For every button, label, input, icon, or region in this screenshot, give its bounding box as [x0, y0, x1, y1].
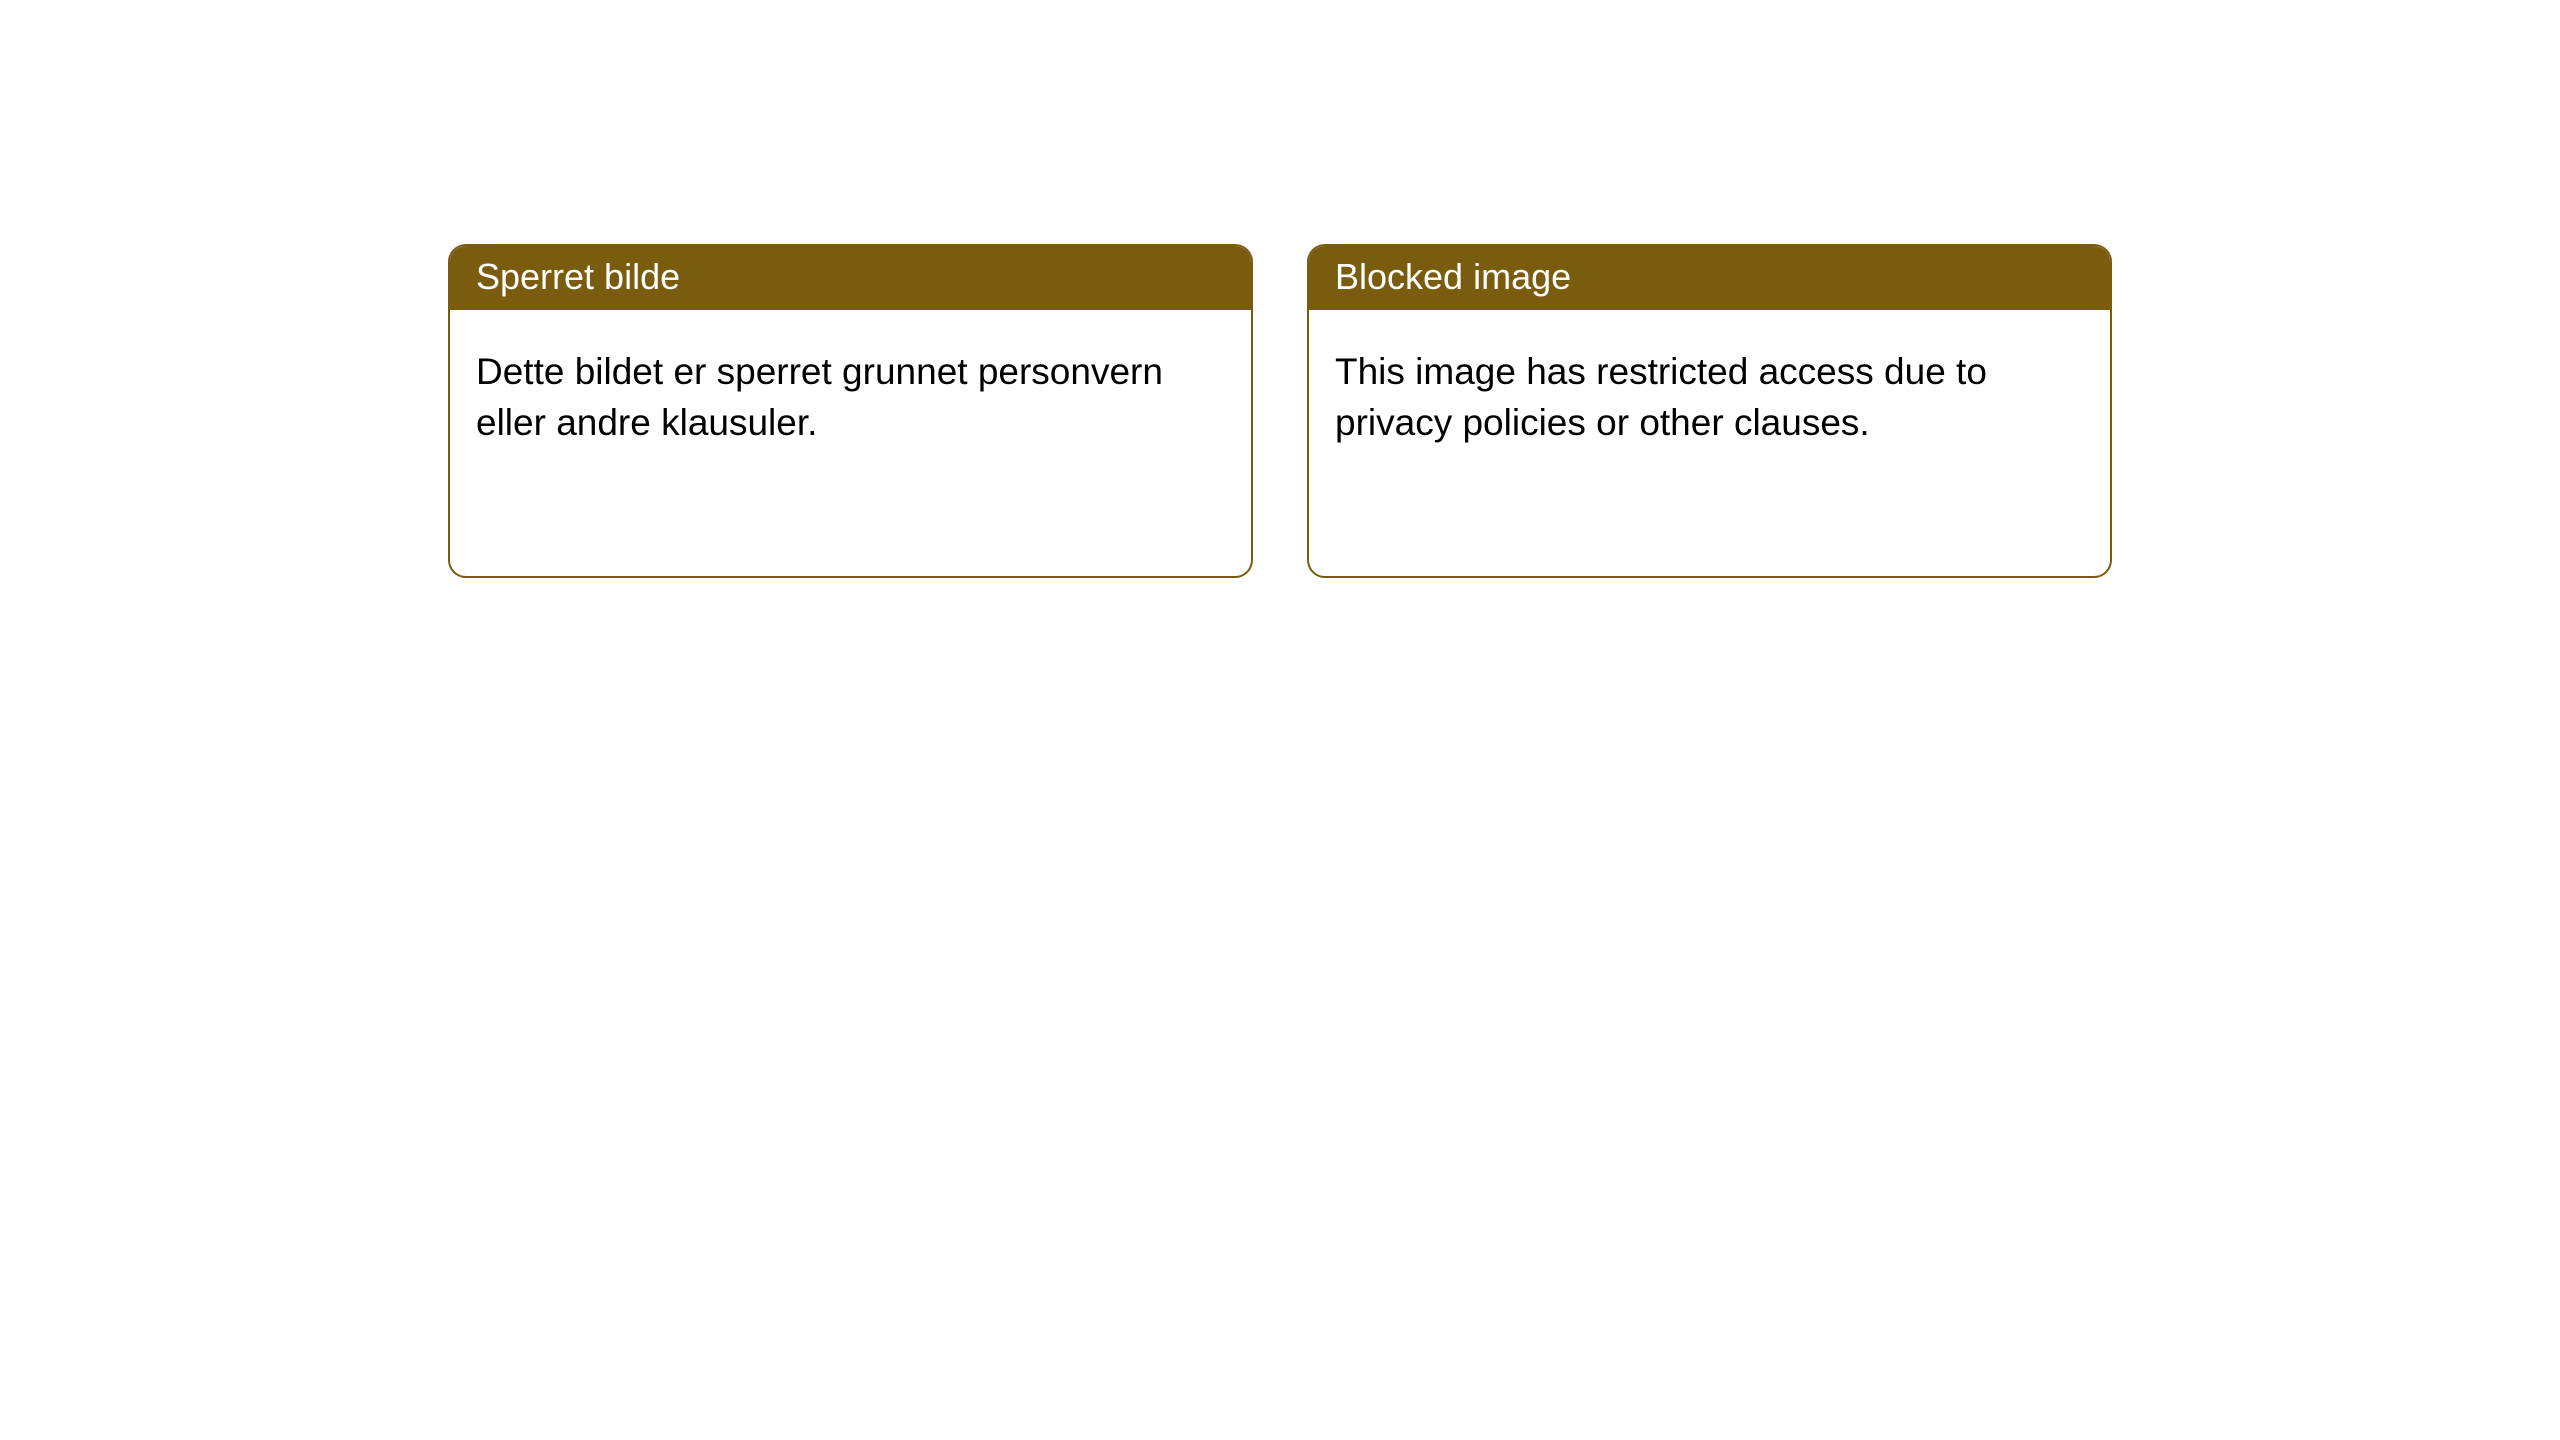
card-body: This image has restricted access due to …: [1309, 310, 2110, 474]
card-title: Sperret bilde: [450, 246, 1251, 310]
notice-card-norwegian: Sperret bilde Dette bildet er sperret gr…: [448, 244, 1253, 578]
card-body: Dette bildet er sperret grunnet personve…: [450, 310, 1251, 474]
notice-container: Sperret bilde Dette bildet er sperret gr…: [0, 0, 2560, 578]
notice-card-english: Blocked image This image has restricted …: [1307, 244, 2112, 578]
card-title: Blocked image: [1309, 246, 2110, 310]
